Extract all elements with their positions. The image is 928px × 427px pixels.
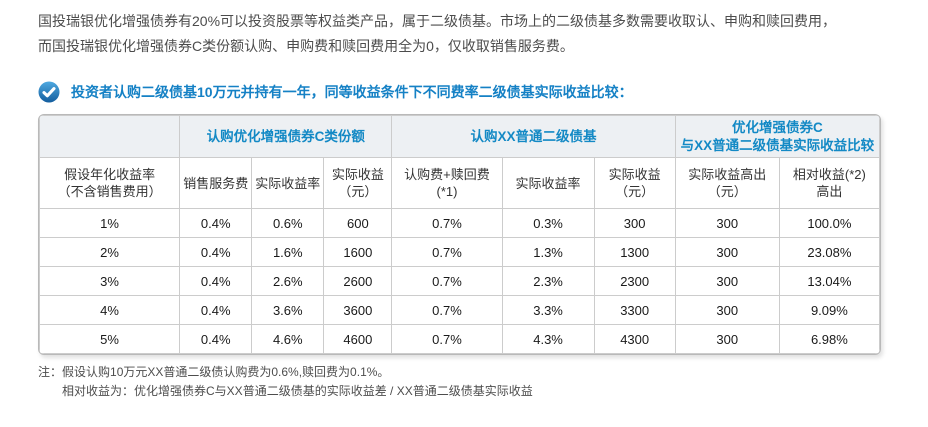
table-row: 3% 0.4% 2.6% 2600 0.7% 2.3% 2300 300 13.04% (39, 266, 880, 296)
table-cell: 3600 (323, 295, 393, 325)
table-cell: 0.4% (179, 295, 253, 325)
table-cell: 300 (674, 295, 780, 325)
table-cell: 300 (674, 237, 780, 267)
column-header-cell: 假设年化收益率 （不含销售费用） (39, 157, 181, 209)
table-cell: 0.4% (179, 237, 253, 267)
comparison-table: 认购优化增强债券C类份额 认购XX普通二级债基 优化增强债券C 与XX普通二级债基实际… (39, 115, 880, 354)
table-cell: 4.6% (251, 324, 325, 354)
table-cell: 0.4% (179, 266, 253, 296)
group-header-cell: 认购XX普通二级债基 (391, 115, 676, 158)
table-cell: 3% (39, 266, 181, 296)
footnotes: 注： 假设认购10万元XX普通二级债认购费为0.6%,赎回费为0.1%。 注： … (38, 363, 928, 401)
table-cell: 1% (39, 208, 181, 238)
table-row: 1% 0.4% 0.6% 600 0.7% 0.3% 300 300 100.0% (39, 208, 880, 238)
intro-line-2: 而国投瑞银优化增强债券C类份额认购、申购费和赎回费用全为0，仅收取销售服务费。 (38, 38, 574, 54)
table-row: 4% 0.4% 3.6% 3600 0.7% 3.3% 3300 300 9.09% (39, 295, 880, 325)
table-cell: 4600 (323, 324, 393, 354)
table-cell: 4% (39, 295, 181, 325)
footnote-2-text: 相对收益为：优化增强债券C与XX普通二级债基的实际收益差 / XX普通二级债基实… (62, 384, 533, 398)
comparison-table-wrapper: 认购优化增强债券C类份额 认购XX普通二级债基 优化增强债券C 与XX普通二级债基实际… (38, 114, 881, 355)
table-cell: 4300 (593, 324, 676, 354)
table-row: 5% 0.4% 4.6% 4600 0.7% 4.3% 4300 300 6.98% (39, 324, 880, 354)
table-cell: 2300 (593, 266, 676, 296)
table-column-header-row: 假设年化收益率 （不含销售费用） 销售服务费 实际收益率 实际收益 （元） 认购费+赎回费(… (39, 157, 880, 209)
footnote-2: 注： 相对收益为：优化增强债券C与XX普通二级债基的实际收益差 / XX普通二级… (38, 382, 928, 401)
table-cell: 23.08% (778, 237, 880, 267)
column-header-cell: 实际收益率 (501, 157, 595, 209)
check-circle-icon (38, 81, 60, 103)
table-cell: 2% (39, 237, 181, 267)
table-cell: 0.4% (179, 208, 253, 238)
footnote-1: 注： 假设认购10万元XX普通二级债认购费为0.6%,赎回费为0.1%。 (38, 363, 928, 382)
table-cell: 3.3% (501, 295, 595, 325)
table-cell: 4.3% (501, 324, 595, 354)
table-cell: 0.7% (391, 295, 503, 325)
table-cell: 0.4% (179, 324, 253, 354)
column-header-cell: 实际收益 （元） (323, 157, 393, 209)
table-cell: 13.04% (778, 266, 880, 296)
column-header-cell: 相对收益(*2) 高出 (778, 157, 880, 209)
table-cell: 5% (39, 324, 181, 354)
table-group-header-row: 认购优化增强债券C类份额 认购XX普通二级债基 优化增强债券C 与XX普通二级债基实际… (39, 115, 880, 158)
table-cell: 9.09% (778, 295, 880, 325)
table-cell: 0.7% (391, 208, 503, 238)
table-cell: 1600 (323, 237, 393, 267)
table-cell: 3300 (593, 295, 676, 325)
table-cell: 300 (593, 208, 676, 238)
table-cell: 300 (674, 324, 780, 354)
group-header-cell: 认购优化增强债券C类份额 (179, 115, 393, 158)
intro-paragraph: 国投瑞银优化增强债券有20%可以投资股票等权益类产品，属于二级债基。市场上的二级… (38, 9, 922, 59)
group-header-cell: 优化增强债券C 与XX普通二级债基实际收益比较 (674, 115, 880, 158)
table-cell: 0.7% (391, 266, 503, 296)
table-cell: 6.98% (778, 324, 880, 354)
section-heading-text: 投资者认购二级债基10万元并持有一年，同等收益条件下不同费率二级债基实际收益比较… (71, 84, 633, 100)
table-cell: 0.7% (391, 237, 503, 267)
table-cell: 1.6% (251, 237, 325, 267)
footnote-label: 注： (38, 365, 63, 379)
column-header-cell: 销售服务费 (179, 157, 253, 209)
column-header-cell: 认购费+赎回费 (*1) (391, 157, 503, 209)
column-header-cell: 实际收益 （元） (593, 157, 676, 209)
column-header-cell: 实际收益高出 （元） (674, 157, 780, 209)
table-cell: 3.6% (251, 295, 325, 325)
column-header-cell: 实际收益率 (251, 157, 325, 209)
table-cell: 1.3% (501, 237, 595, 267)
table-body: 1% 0.4% 0.6% 600 0.7% 0.3% 300 300 100.0% 2% 0.4% 1… (39, 208, 880, 354)
table-cell: 2.6% (251, 266, 325, 296)
section-heading: 投资者认购二级债基10万元并持有一年，同等收益条件下不同费率二级债基实际收益比较… (38, 80, 928, 104)
table-cell: 0.7% (391, 324, 503, 354)
table-cell: 100.0% (778, 208, 880, 238)
table-cell: 2600 (323, 266, 393, 296)
table-cell: 0.6% (251, 208, 325, 238)
table-cell: 2.3% (501, 266, 595, 296)
intro-line-1: 国投瑞银优化增强债券有20%可以投资股票等权益类产品，属于二级债基。市场上的二级… (38, 13, 837, 29)
corner-header-cell (39, 115, 181, 158)
table-cell: 300 (674, 208, 780, 238)
table-row: 2% 0.4% 1.6% 1600 0.7% 1.3% 1300 300 23.08% (39, 237, 880, 267)
table-cell: 1300 (593, 237, 676, 267)
table-cell: 300 (674, 266, 780, 296)
table-cell: 600 (323, 208, 393, 238)
table-cell: 0.3% (501, 208, 595, 238)
footnote-1-text: 假设认购10万元XX普通二级债认购费为0.6%,赎回费为0.1%。 (62, 365, 390, 379)
